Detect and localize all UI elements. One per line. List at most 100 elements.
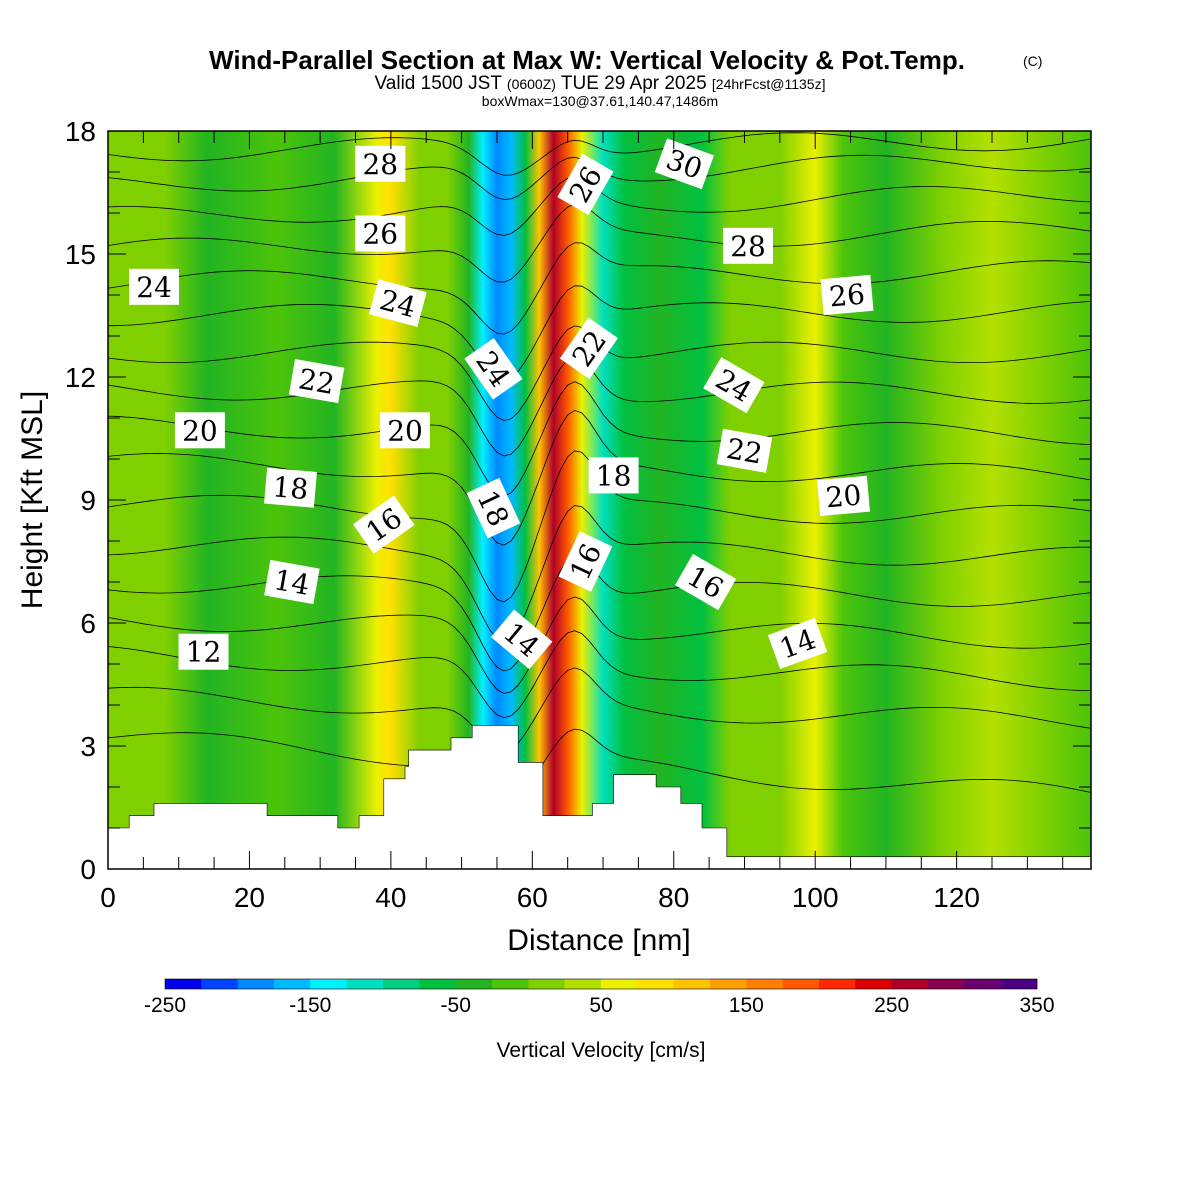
colorbar-swatch xyxy=(383,979,420,989)
contour-label-text: 20 xyxy=(824,478,862,514)
contour-label-text: 14 xyxy=(271,563,312,602)
y-axis: 0 3 6 9 12 15 18 xyxy=(65,116,1091,885)
contour-label-text: 18 xyxy=(271,470,309,506)
contour-label: 14 xyxy=(264,559,320,605)
contour-label-text: 20 xyxy=(182,414,218,447)
colorbar-swatch xyxy=(310,979,347,989)
y-axis-title: Height [Kft MSL] xyxy=(16,391,49,609)
colorbar-tick-label: -50 xyxy=(441,994,471,1017)
contour-label: 18 xyxy=(588,457,639,494)
contour-label: 24 xyxy=(129,268,179,305)
colorbar-swatch xyxy=(928,979,965,989)
contour-label-box xyxy=(380,412,430,449)
colorbar-frame xyxy=(164,978,1038,990)
theta-contour xyxy=(108,242,1091,335)
colorbar-swatch xyxy=(855,979,892,989)
colorbar-swatch xyxy=(528,979,565,989)
contour-label-box xyxy=(464,337,523,400)
theta-contour xyxy=(108,596,1091,694)
contour-label-text: 12 xyxy=(186,636,222,669)
contour-label-box xyxy=(264,559,320,605)
valid-time: Valid 1500 JST (0600Z) TUE 29 Apr 2025 [… xyxy=(375,73,826,94)
velocity-field xyxy=(108,131,1091,869)
contour-label-box xyxy=(355,145,406,182)
theta-contour xyxy=(108,630,1091,719)
colorbar-tick-label: -250 xyxy=(144,994,186,1017)
contour-label-box xyxy=(716,428,773,473)
contour-label-box xyxy=(767,618,828,669)
theta-contour xyxy=(108,356,1091,457)
contour-label: 22 xyxy=(559,317,618,380)
contour-label-box xyxy=(557,153,614,215)
colorbar-swatch xyxy=(455,979,493,989)
contour-label-box xyxy=(654,138,715,190)
colorbar-swatch xyxy=(673,979,711,989)
contour-label-text: 28 xyxy=(730,230,766,263)
box-info: boxWmax=130@37.61,140.47,1486m xyxy=(482,93,718,109)
contour-label-box xyxy=(820,274,874,316)
theta-contour xyxy=(108,667,1091,753)
colorbar-swatch xyxy=(419,979,456,989)
contour-label-box xyxy=(466,477,521,539)
contour-label-box xyxy=(674,553,737,611)
contour-label-text: 26 xyxy=(828,278,866,314)
colorbar-swatch xyxy=(237,979,275,989)
contour-label: 18 xyxy=(264,467,317,508)
x-axis-title: Distance [nm] xyxy=(507,924,690,957)
contour-label-text: 22 xyxy=(724,432,765,471)
theta-contour xyxy=(108,409,1091,546)
contour-label: 14 xyxy=(767,618,828,669)
contour-label-box xyxy=(178,633,229,670)
contour-label: 12 xyxy=(178,633,229,670)
x-tick-label: 120 xyxy=(933,882,980,913)
colorbar-swatch xyxy=(637,979,674,989)
contour-label: 22 xyxy=(288,359,345,404)
chart-title: Wind-Parallel Section at Max W: Vertical… xyxy=(209,45,965,75)
colorbar-tick-label: 350 xyxy=(1019,994,1054,1017)
contour-label-text: 18 xyxy=(596,459,632,492)
potential-temperature-contours xyxy=(108,132,1091,809)
x-tick-label: 40 xyxy=(375,882,406,913)
contour-label-box xyxy=(174,412,225,449)
contour-label-box xyxy=(288,359,345,404)
contour-label: 26 xyxy=(355,215,406,252)
colorbar-title: Vertical Velocity [cm/s] xyxy=(497,1039,706,1062)
theta-contour xyxy=(108,285,1091,381)
contour-label: 26 xyxy=(820,274,874,316)
contour-label-box xyxy=(588,457,639,494)
contour-label-box xyxy=(352,495,415,554)
x-tick-label: 0 xyxy=(100,882,116,913)
colorbar-swatch xyxy=(201,979,238,989)
contour-label-box xyxy=(558,531,613,592)
contour-label-box xyxy=(723,227,773,264)
colorbar-swatch xyxy=(964,979,1001,989)
contour-label: 24 xyxy=(464,337,523,400)
copyright-mark: (C) xyxy=(1023,53,1042,69)
y-tick-label: 3 xyxy=(80,731,96,762)
contour-label-box xyxy=(264,467,317,508)
contour-label: 20 xyxy=(817,475,870,517)
y-tick-label: 18 xyxy=(65,116,96,147)
colorbar-swatch xyxy=(165,979,202,989)
x-tick-label: 80 xyxy=(658,882,689,913)
x-axis: 0 20 40 60 80 100 120 xyxy=(100,131,1064,913)
colorbar-swatch xyxy=(274,979,311,989)
colorbar-tick-label: 50 xyxy=(589,994,612,1017)
contour-label-text: 24 xyxy=(136,271,172,304)
colorbar-swatch xyxy=(564,979,602,989)
colorbar-tick-label: 150 xyxy=(729,994,764,1017)
plot-area xyxy=(108,131,1091,869)
colorbar-tick-label: -150 xyxy=(289,994,331,1017)
colorbar-swatch xyxy=(746,979,783,989)
contour-label-box xyxy=(355,215,406,252)
colorbar-swatch xyxy=(710,979,747,989)
theta-contour xyxy=(108,381,1091,497)
colorbar: -250 -150 -50 50 150 250 350 xyxy=(144,978,1055,1017)
contour-label-box xyxy=(817,475,870,517)
colorbar-tick-label: 250 xyxy=(874,994,909,1017)
contour-label-box xyxy=(703,357,765,414)
colorbar-swatch xyxy=(601,979,638,989)
contour-label: 22 xyxy=(716,428,773,473)
